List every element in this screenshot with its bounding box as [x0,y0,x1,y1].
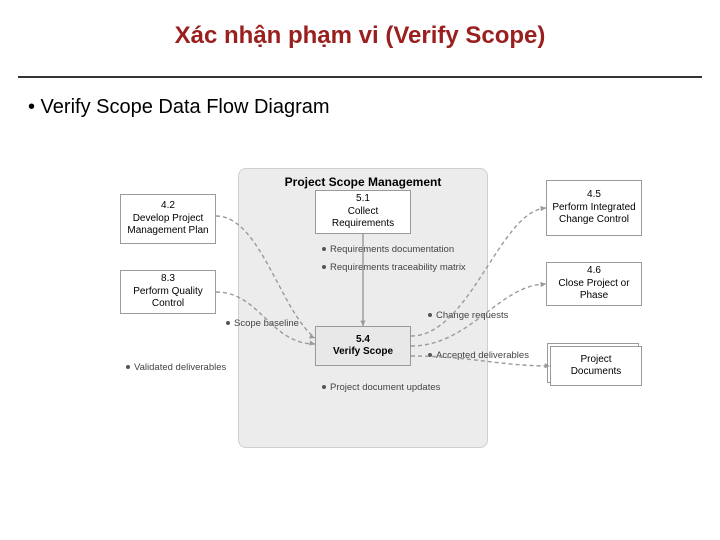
node-label: Collect Requirements [320,206,406,231]
page-title: Xác nhận phạm vi (Verify Scope) [0,0,720,50]
node-number: 4.2 [125,200,211,213]
node-4-2-develop-plan: 4.2 Develop Project Management Plan [120,194,216,244]
data-flow-diagram: Project Scope Management 4.2 Develop Pro… [120,150,680,510]
node-number: 8.3 [125,273,211,286]
node-4-5-change-control: 4.5 Perform Integrated Change Control [546,180,642,236]
node-label: Verify Scope [320,346,406,359]
node-5-1-collect-req: 5.1 Collect Requirements [315,190,411,234]
node-label: Project Documents [555,354,637,379]
node-project-documents: Project Documents [550,346,642,386]
node-number: 5.1 [320,193,406,206]
label-change-requests: Change requests [428,310,508,321]
diagram-subtitle: • Verify Scope Data Flow Diagram [28,96,720,119]
label-req-doc: Requirements documentation [322,244,454,255]
node-number: 4.6 [551,265,637,278]
node-label: Develop Project Management Plan [125,213,211,238]
node-label: Perform Integrated Change Control [551,202,637,227]
node-5-4-verify-scope: 5.4 Verify Scope [315,326,411,366]
node-label: Close Project or Phase [551,278,637,303]
label-validated-deliverables: Validated deliverables [126,362,226,373]
panel-title: Project Scope Management [239,175,487,189]
node-label: Perform Quality Control [125,286,211,311]
node-8-3-quality-control: 8.3 Perform Quality Control [120,270,216,314]
label-req-trace: Requirements traceability matrix [322,262,466,273]
title-divider [18,76,702,78]
label-accepted-deliverables: Accepted deliverables [428,350,529,361]
node-4-6-close-project: 4.6 Close Project or Phase [546,262,642,306]
node-number: 5.4 [320,334,406,347]
label-doc-updates: Project document updates [322,382,440,393]
label-scope-baseline: Scope baseline [226,318,299,329]
node-number: 4.5 [551,189,637,202]
